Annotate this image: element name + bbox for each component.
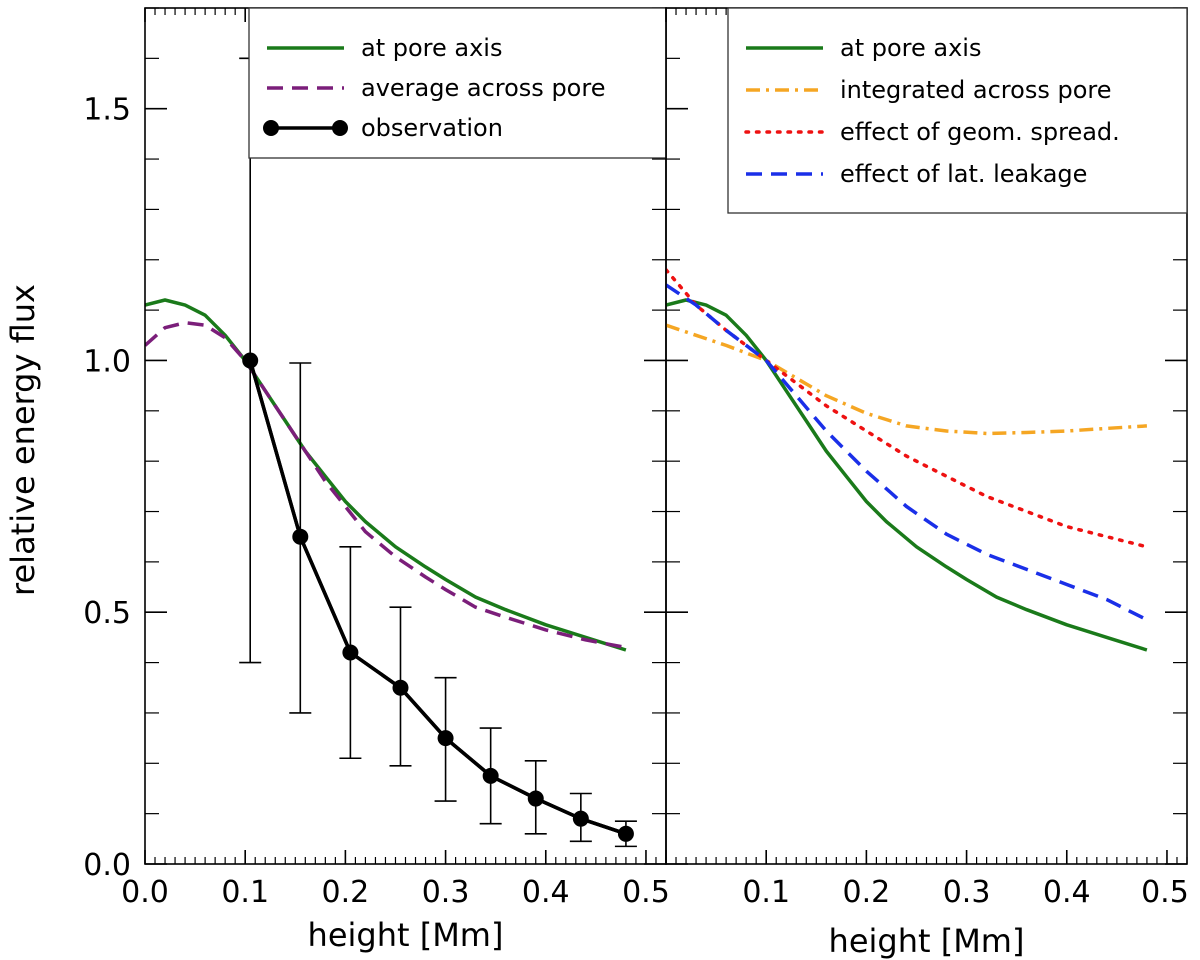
x-tick-label: 0.2 xyxy=(322,875,370,910)
legend-marker xyxy=(263,120,279,136)
legend-entry: at pore axis xyxy=(840,34,981,62)
x-tick-label: 0.4 xyxy=(522,875,570,910)
x-tick-label: 0.1 xyxy=(221,875,269,910)
observation-point xyxy=(482,767,499,784)
series-line-integrated-across-pore xyxy=(666,323,1148,436)
legend-entry: at pore axis xyxy=(361,34,502,62)
observation-point xyxy=(617,825,634,842)
x-axis-title: height [Mm] xyxy=(829,922,1025,960)
series-line-observation xyxy=(248,360,627,836)
left-panel: 0.0 0.1 0.2 0.3 0.4 0.5 0.0 0.5 1.0 1.5 height [Mm… xyxy=(83,7,670,954)
y-tick-label: 0.5 xyxy=(83,596,131,631)
y-axis-title: relative energy flux xyxy=(4,284,42,596)
observation-point xyxy=(242,352,259,369)
series-line-observation xyxy=(248,360,627,836)
x-tick-label: 0.3 xyxy=(422,875,470,910)
legend-entry: effect of lat. leakage xyxy=(840,160,1087,188)
x-tick-label: 0.2 xyxy=(843,875,891,910)
legend-entry: integrated across pore xyxy=(840,76,1112,104)
x-axis-title: height [Mm] xyxy=(308,916,504,954)
plot-area xyxy=(666,268,1149,652)
legend: at pore axis average across pore observati… xyxy=(248,7,667,159)
observation-point xyxy=(437,730,454,747)
x-tick-label: 0.5 xyxy=(622,875,670,910)
series-line-at-pore-axis xyxy=(666,298,1148,652)
observation-point xyxy=(392,679,409,696)
legend-marker xyxy=(332,120,348,136)
y-tick-label: 1.0 xyxy=(83,344,131,379)
right-panel: 0.1 0.2 0.3 0.4 0.5 height [Mm] at pore axis in… xyxy=(665,7,1189,960)
series-line-average-across-pore xyxy=(145,320,627,650)
legend-entry: observation xyxy=(361,114,503,142)
x-tick-label: 0.4 xyxy=(1043,875,1091,910)
observation-point xyxy=(342,644,359,661)
observation-point xyxy=(292,528,309,545)
observation-point xyxy=(527,790,544,807)
observation-point xyxy=(572,810,589,827)
y-tick-label: 0.0 xyxy=(83,848,131,883)
legend-entry: effect of geom. spread. xyxy=(840,118,1120,146)
x-tick-label: 0.1 xyxy=(742,875,790,910)
legend: at pore axis integrated across pore effect… xyxy=(727,7,1188,214)
x-tick-label: 0.0 xyxy=(121,875,169,910)
y-tick-label: 1.5 xyxy=(83,93,131,128)
series-line-effect-of-lat-leakage xyxy=(666,283,1148,622)
legend-entry: average across pore xyxy=(361,74,605,102)
plot-area xyxy=(145,298,627,836)
x-tick-label: 0.5 xyxy=(1141,875,1189,910)
series-line-at-pore-axis xyxy=(145,298,627,652)
x-tick-label: 0.3 xyxy=(943,875,991,910)
